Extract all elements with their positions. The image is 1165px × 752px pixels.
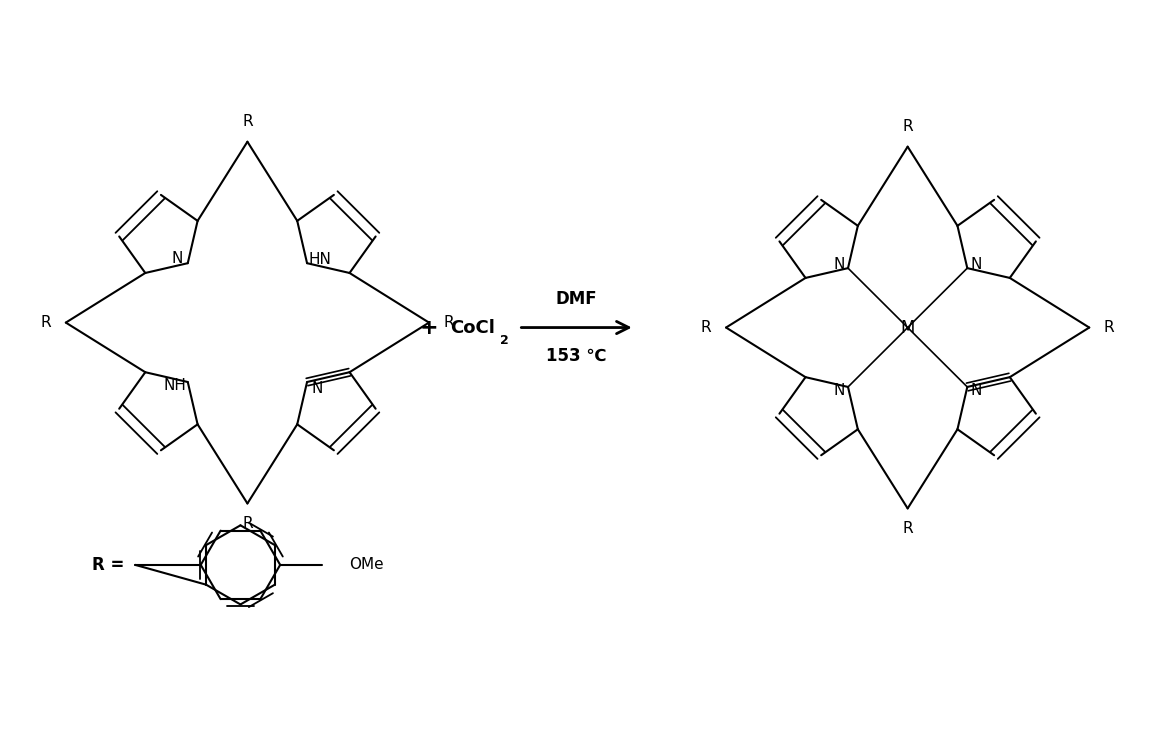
Text: R: R bbox=[242, 516, 253, 531]
Text: +: + bbox=[419, 317, 438, 338]
Text: R: R bbox=[1103, 320, 1115, 335]
Text: M: M bbox=[901, 319, 915, 337]
Text: N: N bbox=[312, 381, 323, 396]
Text: DMF: DMF bbox=[556, 290, 596, 308]
Text: OMe: OMe bbox=[348, 557, 383, 572]
Text: HN: HN bbox=[309, 252, 331, 267]
Text: N: N bbox=[970, 256, 982, 271]
Text: N: N bbox=[970, 384, 982, 399]
Text: R: R bbox=[903, 520, 913, 535]
Text: R: R bbox=[701, 320, 712, 335]
Text: N: N bbox=[171, 250, 183, 265]
Text: 2: 2 bbox=[500, 334, 508, 347]
Text: N: N bbox=[833, 384, 845, 399]
Text: R: R bbox=[444, 315, 454, 330]
Text: R: R bbox=[41, 315, 51, 330]
Text: R =: R = bbox=[92, 556, 125, 574]
Text: R: R bbox=[903, 120, 913, 135]
Text: CoCl: CoCl bbox=[451, 319, 495, 337]
Text: NH: NH bbox=[163, 378, 186, 393]
Text: 153 ℃: 153 ℃ bbox=[545, 347, 606, 365]
Text: R: R bbox=[242, 114, 253, 129]
Text: N: N bbox=[833, 256, 845, 271]
